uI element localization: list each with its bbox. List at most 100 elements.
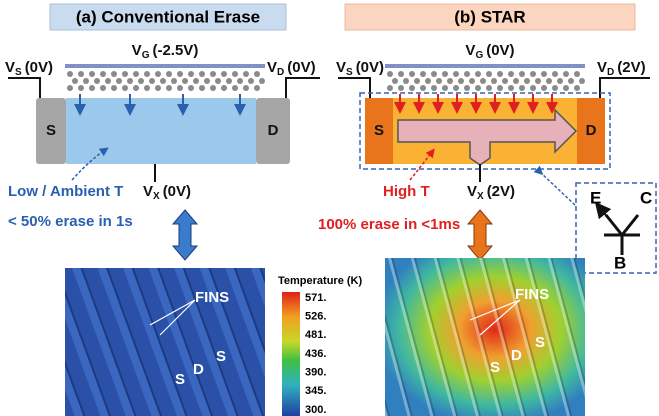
terminal-label: S [216,348,226,365]
fins-label: FINS [195,289,229,306]
figure: (a) Conventional Erase VG(-2.5V) VS(0V) … [0,0,659,416]
colorbar [282,292,300,416]
source-wire [338,78,370,98]
drain-voltage: VD(2V) [597,59,646,78]
charge-dot [221,85,227,91]
charge-dot [502,78,508,84]
emitter-label: E [590,188,601,207]
charge-dot [480,78,486,84]
double-arrow [468,210,492,260]
source-voltage: VS(0V) [5,59,53,78]
pointer [540,172,575,205]
charge-dot [574,85,580,91]
charge-dot [100,71,106,77]
charge-dot [204,78,210,84]
colorbar-tick: 345. [305,385,326,397]
charge-dot [83,78,89,84]
charge-dot [199,71,205,77]
charge-dot [508,85,514,91]
charge-dot [425,78,431,84]
charge-dot [563,85,569,91]
colorbar-tick: 571. [305,292,326,304]
charge-dot [387,71,393,77]
charge-dot [221,71,227,77]
charge-dot [89,85,95,91]
charge-dot [508,71,514,77]
charge-dot [546,78,552,84]
terminal-label: S [490,359,500,376]
charge-dot [524,78,530,84]
charge-dot [491,78,497,84]
source-letter: S [46,122,56,139]
charge-dot [453,71,459,77]
charge-dots [387,71,585,91]
charge-dots [67,71,265,91]
charge-dot [100,85,106,91]
charge-dot [420,85,426,91]
charge-dot [144,85,150,91]
charge-dot [259,78,265,84]
charge-dot [210,71,216,77]
charge-dot [188,85,194,91]
temperature-note: Low / Ambient T [8,183,123,200]
charge-dot [127,78,133,84]
charge-dot [138,78,144,84]
charge-dot [188,71,194,77]
charge-dot [475,71,481,77]
gate-label: VG(0V) [465,42,514,61]
panel-title: (b) STAR [454,7,525,26]
charge-dot [469,78,475,84]
gate [385,64,585,68]
charge-dot [497,85,503,91]
charge-dot [414,78,420,84]
charge-dot [78,71,84,77]
base-label: B [614,253,626,272]
charge-dot [541,85,547,91]
charge-dot [254,85,260,91]
charge-dot [557,78,563,84]
drain-wire [286,78,320,98]
charge-dot [409,85,415,91]
channel [66,98,256,164]
fins-label: FINS [515,286,549,303]
colorbar-tick: 481. [305,329,326,341]
colorbar-title: Temperature (K) [278,275,362,287]
charge-dot [111,85,117,91]
terminal-label: D [193,361,204,378]
charge-dot [464,71,470,77]
charge-dot [420,71,426,77]
panel-title: (a) Conventional Erase [76,7,260,26]
charge-dot [442,85,448,91]
charge-dot [541,71,547,77]
charge-dot [155,85,161,91]
charge-dot [530,85,536,91]
charge-dot [513,78,519,84]
charge-dot [94,78,100,84]
terminal-label: S [175,371,185,388]
charge-dot [155,71,161,77]
charge-dot [226,78,232,84]
erase-note: < 50% erase in 1s [8,213,133,230]
charge-dot [563,71,569,77]
charge-dot [122,71,128,77]
charge-dot [177,71,183,77]
charge-dot [133,85,139,91]
charge-dot [519,71,525,77]
charge-dot [243,85,249,91]
charge-dot [215,78,221,84]
charge-dot [89,71,95,77]
charge-dot [67,85,73,91]
charge-dot [72,78,78,84]
charge-dot [568,78,574,84]
charge-dot [111,71,117,77]
colorbar-tick: 390. [305,367,326,379]
source-voltage: VS(0V) [336,59,384,78]
charge-dot [387,85,393,91]
charge-dot [552,85,558,91]
charge-dot [403,78,409,84]
charge-dot [149,78,155,84]
drain-wire [600,78,650,98]
charge-dot [475,85,481,91]
charge-dot [78,85,84,91]
charge-dot [442,71,448,77]
